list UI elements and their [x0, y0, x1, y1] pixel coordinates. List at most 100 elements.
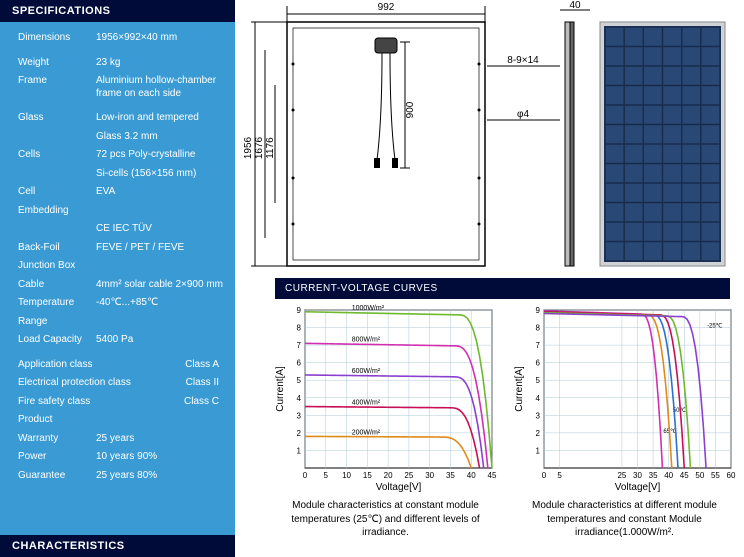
svg-text:6: 6: [297, 359, 302, 368]
svg-text:4: 4: [536, 394, 541, 403]
spec-row: Weight23 kg: [18, 57, 223, 70]
spec-value: Low-iron and tempered: [96, 112, 199, 125]
chart1-caption: Module characteristics at constant modul…: [273, 499, 498, 540]
spec-row: Power10 years 90%: [18, 451, 223, 464]
spec-row: Guarantee25 years 80%: [18, 470, 223, 483]
spec-row: Product: [18, 414, 223, 427]
svg-text:1: 1: [536, 446, 541, 455]
svg-text:7: 7: [297, 341, 302, 350]
spec-value: Si-cells (156×156 mm): [96, 168, 196, 181]
spec-row: GlassLow-iron and tempered: [18, 112, 223, 125]
svg-text:8: 8: [536, 324, 541, 333]
dim-heights: 1956 1676 1176: [243, 22, 287, 266]
svg-text:400W/m²: 400W/m²: [352, 400, 381, 407]
spec-value: 10 years 90%: [96, 451, 157, 464]
svg-text:40: 40: [569, 0, 581, 11]
technical-drawing: 992 40 900: [235, 0, 744, 275]
chart2-caption: Module characteristics at different modu…: [512, 499, 737, 540]
svg-text:3: 3: [536, 411, 541, 420]
svg-text:50: 50: [695, 471, 704, 480]
spec-label: [18, 223, 96, 236]
spec-label: [18, 131, 96, 144]
spec-value: Aluminium hollow-chamber frame on each s…: [96, 75, 223, 100]
spec-label: Frame: [18, 75, 96, 100]
svg-text:25: 25: [404, 471, 413, 480]
spec-row: Fire safety classClass C: [18, 396, 223, 409]
svg-text:40: 40: [467, 471, 476, 480]
spec-label: Back-Foil: [18, 242, 96, 255]
spec-label: Glass: [18, 112, 96, 125]
svg-text:900: 900: [405, 101, 416, 118]
spec-value: Class A: [158, 359, 223, 372]
svg-text:1956: 1956: [243, 136, 254, 159]
spec-label: Product: [18, 414, 96, 427]
spec-row: Dimensions1956×992×40 mm: [18, 32, 223, 45]
svg-text:45: 45: [680, 471, 689, 480]
spec-row: Range: [18, 316, 223, 329]
dim-thickness: 40: [560, 0, 590, 11]
spec-value: Class C: [158, 396, 223, 409]
svg-text:9: 9: [297, 306, 302, 315]
svg-text:φ4: φ4: [517, 109, 529, 120]
svg-text:1676: 1676: [254, 136, 265, 159]
svg-text:1000W/m²: 1000W/m²: [352, 305, 385, 312]
spec-row: Electrical protection classClass II: [18, 377, 223, 390]
spec-value: EVA: [96, 186, 115, 199]
spec-label: Power: [18, 451, 96, 464]
spec-label: Warranty: [18, 433, 96, 446]
spec-label: Cell: [18, 186, 96, 199]
spec-label: Junction Box: [18, 260, 96, 273]
svg-text:2: 2: [297, 429, 302, 438]
spec-value: 1956×992×40 mm: [96, 32, 177, 45]
svg-text:15: 15: [363, 471, 372, 480]
spec-row: Load Capacity5400 Pa: [18, 334, 223, 347]
svg-text:8-9×14: 8-9×14: [507, 55, 539, 66]
spec-value: 23 kg: [96, 57, 120, 70]
spec-row: Glass 3.2 mm: [18, 131, 223, 144]
spec-value: -40℃...+85℃: [96, 297, 158, 310]
svg-text:4: 4: [297, 394, 302, 403]
spec-row: Warranty25 years: [18, 433, 223, 446]
spec-value: FEVE / PET / FEVE: [96, 242, 184, 255]
spec-row: Si-cells (156×156 mm): [18, 168, 223, 181]
spec-value: Glass 3.2 mm: [96, 131, 158, 144]
svg-text:-25℃: -25℃: [707, 324, 723, 330]
svg-text:7: 7: [536, 341, 541, 350]
svg-text:200W/m²: 200W/m²: [352, 429, 381, 436]
svg-text:30: 30: [425, 471, 434, 480]
front-panel-drawing: 900: [287, 22, 485, 266]
spec-label: Guarantee: [18, 470, 96, 483]
spec-label: Application class: [18, 359, 158, 372]
spec-row: Application classClass A: [18, 359, 223, 372]
chart-irradiance: 051015202530354045123456789Voltage[V]Cur…: [273, 304, 498, 554]
svg-text:30: 30: [633, 471, 642, 480]
spec-row: Temperature-40℃...+85℃: [18, 297, 223, 310]
spec-row: Cable4mm² solar cable 2×900 mm: [18, 279, 223, 292]
spec-row: Cells72 pcs Poly-crystalline: [18, 149, 223, 162]
spec-label: Fire safety class: [18, 396, 158, 409]
spec-row: FrameAluminium hollow-chamber frame on e…: [18, 75, 223, 100]
characteristics-header: CHARACTERISTICS: [0, 535, 235, 557]
svg-text:Current[A]: Current[A]: [275, 366, 286, 412]
spec-row: CellEVA: [18, 186, 223, 199]
spec-row: Embedding: [18, 205, 223, 218]
svg-text:45: 45: [488, 471, 497, 480]
spec-label: Range: [18, 316, 96, 329]
svg-text:8: 8: [297, 324, 302, 333]
svg-text:Voltage[V]: Voltage[V]: [376, 482, 422, 493]
side-profile-drawing: 8-9×14 φ4: [487, 22, 574, 266]
specifications-panel: SPECIFICATIONS Dimensions1956×992×40 mmW…: [0, 0, 235, 557]
chart-temperature: 052530354045505560123456789Voltage[V]Cur…: [512, 304, 737, 554]
svg-text:40: 40: [664, 471, 673, 480]
svg-text:5: 5: [536, 376, 541, 385]
svg-text:35: 35: [446, 471, 455, 480]
spec-value: Class II: [158, 377, 223, 390]
svg-text:6: 6: [536, 359, 541, 368]
svg-text:0: 0: [303, 471, 308, 480]
svg-text:1: 1: [297, 446, 302, 455]
svg-text:Current[A]: Current[A]: [514, 366, 525, 412]
spec-row: Back-FoilFEVE / PET / FEVE: [18, 242, 223, 255]
svg-text:0: 0: [542, 471, 547, 480]
svg-text:5: 5: [297, 376, 302, 385]
spec-label: Cable: [18, 279, 96, 292]
